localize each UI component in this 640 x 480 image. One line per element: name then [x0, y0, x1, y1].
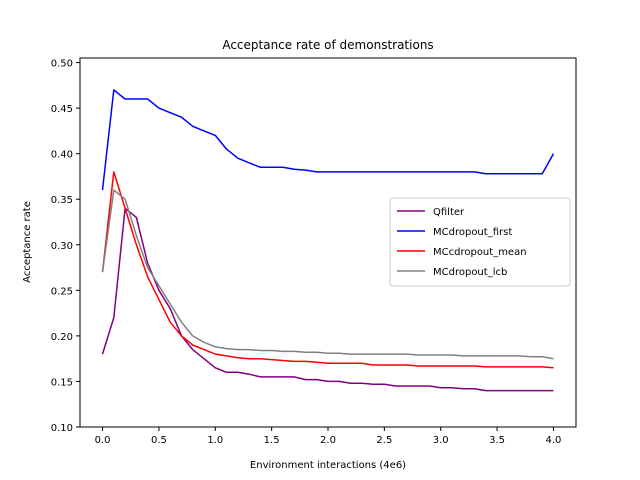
x-axis-label: Environment interactions (4e6) — [250, 460, 406, 471]
x-tick-label: 3.0 — [433, 435, 449, 446]
y-tick-label: 0.35 — [51, 195, 73, 206]
x-tick-label: 0.5 — [151, 435, 167, 446]
y-tick-label: 0.40 — [51, 150, 73, 161]
x-axis-ticks: 0.0 0.5 1.0 1.5 2.0 2.5 3.0 3.5 4.0 — [95, 427, 562, 446]
y-tick-label: 0.20 — [51, 332, 73, 343]
y-tick-label: 0.30 — [51, 241, 73, 252]
y-tick-label: 0.10 — [51, 423, 73, 434]
legend-label: MCdropout_lcb — [433, 267, 507, 278]
y-tick-label: 0.15 — [51, 377, 73, 388]
series-line-4 — [101, 189, 554, 360]
legend-box — [389, 197, 571, 287]
y-axis-ticks: 0.10 0.15 0.20 0.25 0.30 0.35 0.40 0.45 0.50 — [51, 59, 80, 434]
x-tick-label: 2.0 — [320, 435, 336, 446]
y-axis-label: Acceptance rate — [22, 201, 33, 283]
legend-label: Qfilter — [433, 207, 465, 218]
x-tick-label: 4.0 — [546, 435, 562, 446]
x-tick-label: 3.5 — [489, 435, 505, 446]
legend-label: MCcdropout_mean — [433, 247, 527, 258]
chart-title: Acceptance rate of demonstrations — [222, 38, 433, 52]
y-tick-label: 0.25 — [51, 286, 73, 297]
series-line-1 — [101, 207, 554, 392]
legend-label: MCdropout_first — [433, 227, 512, 238]
x-tick-label: 0.0 — [95, 435, 111, 446]
x-tick-label: 1.5 — [264, 435, 280, 446]
y-tick-label: 0.50 — [51, 59, 73, 70]
legend: Qfilter MCdropout_first MCcdropout_mean MCd… — [389, 197, 571, 287]
x-tick-label: 1.0 — [207, 435, 223, 446]
series-layer — [101, 89, 555, 392]
x-tick-label: 2.5 — [376, 435, 392, 446]
series-line-2 — [101, 89, 555, 191]
y-tick-label: 0.45 — [51, 104, 73, 115]
series-line-3 — [101, 171, 554, 369]
